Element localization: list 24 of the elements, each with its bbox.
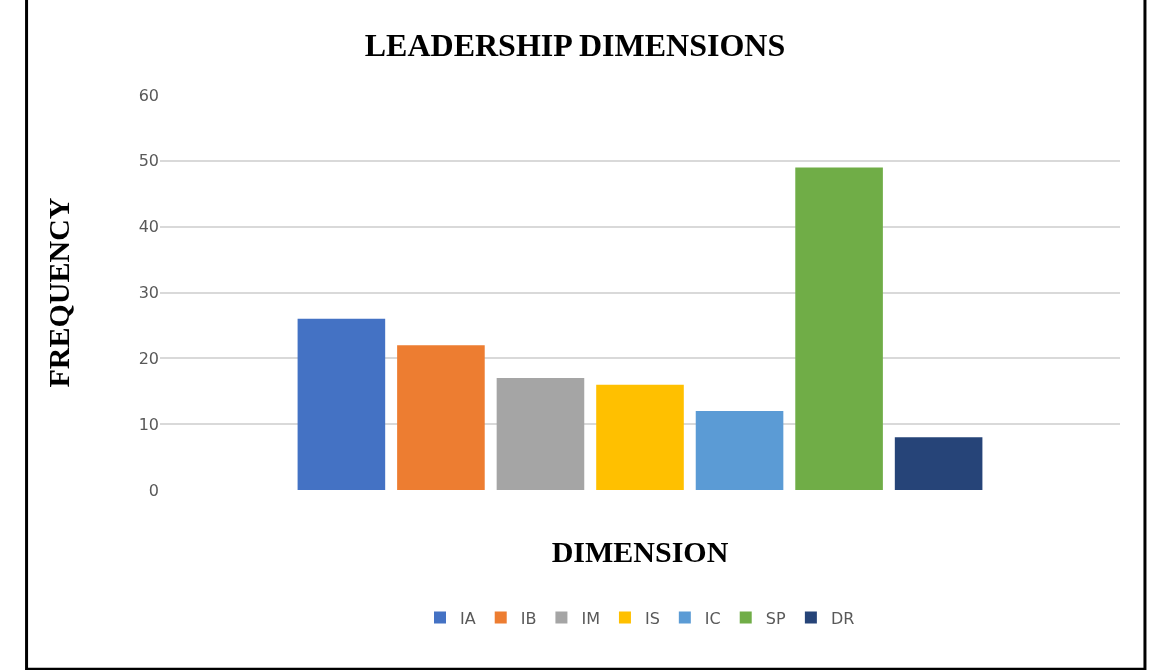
bar (695, 411, 784, 490)
y-tick-label: 30 (138, 283, 159, 303)
legend-label: DR (830, 608, 855, 628)
y-tick-label: 60 (138, 85, 159, 105)
x-axis-title: DIMENSION (551, 534, 729, 568)
legend-label: IA (460, 608, 476, 628)
bar (496, 378, 585, 490)
y-tick-label: 50 (138, 151, 159, 171)
y-tick-label: 40 (138, 217, 159, 237)
legend-label: IS (644, 608, 660, 628)
legend-label: IB (520, 608, 537, 628)
y-tick-label: 0 (148, 480, 159, 500)
legend-label: IM (581, 608, 600, 628)
y-tick-label: 20 (138, 348, 159, 368)
bar (795, 167, 883, 490)
legend-label: IC (704, 608, 721, 628)
bar (297, 318, 386, 490)
y-axis-title: FREQUENCY (41, 197, 75, 388)
bar (596, 384, 684, 490)
chart-title: LEADERSHIP DIMENSIONS (364, 26, 786, 63)
bar (894, 437, 983, 490)
y-tick-label: 10 (138, 414, 159, 434)
bar (397, 345, 485, 490)
legend-label: SP (765, 608, 786, 628)
